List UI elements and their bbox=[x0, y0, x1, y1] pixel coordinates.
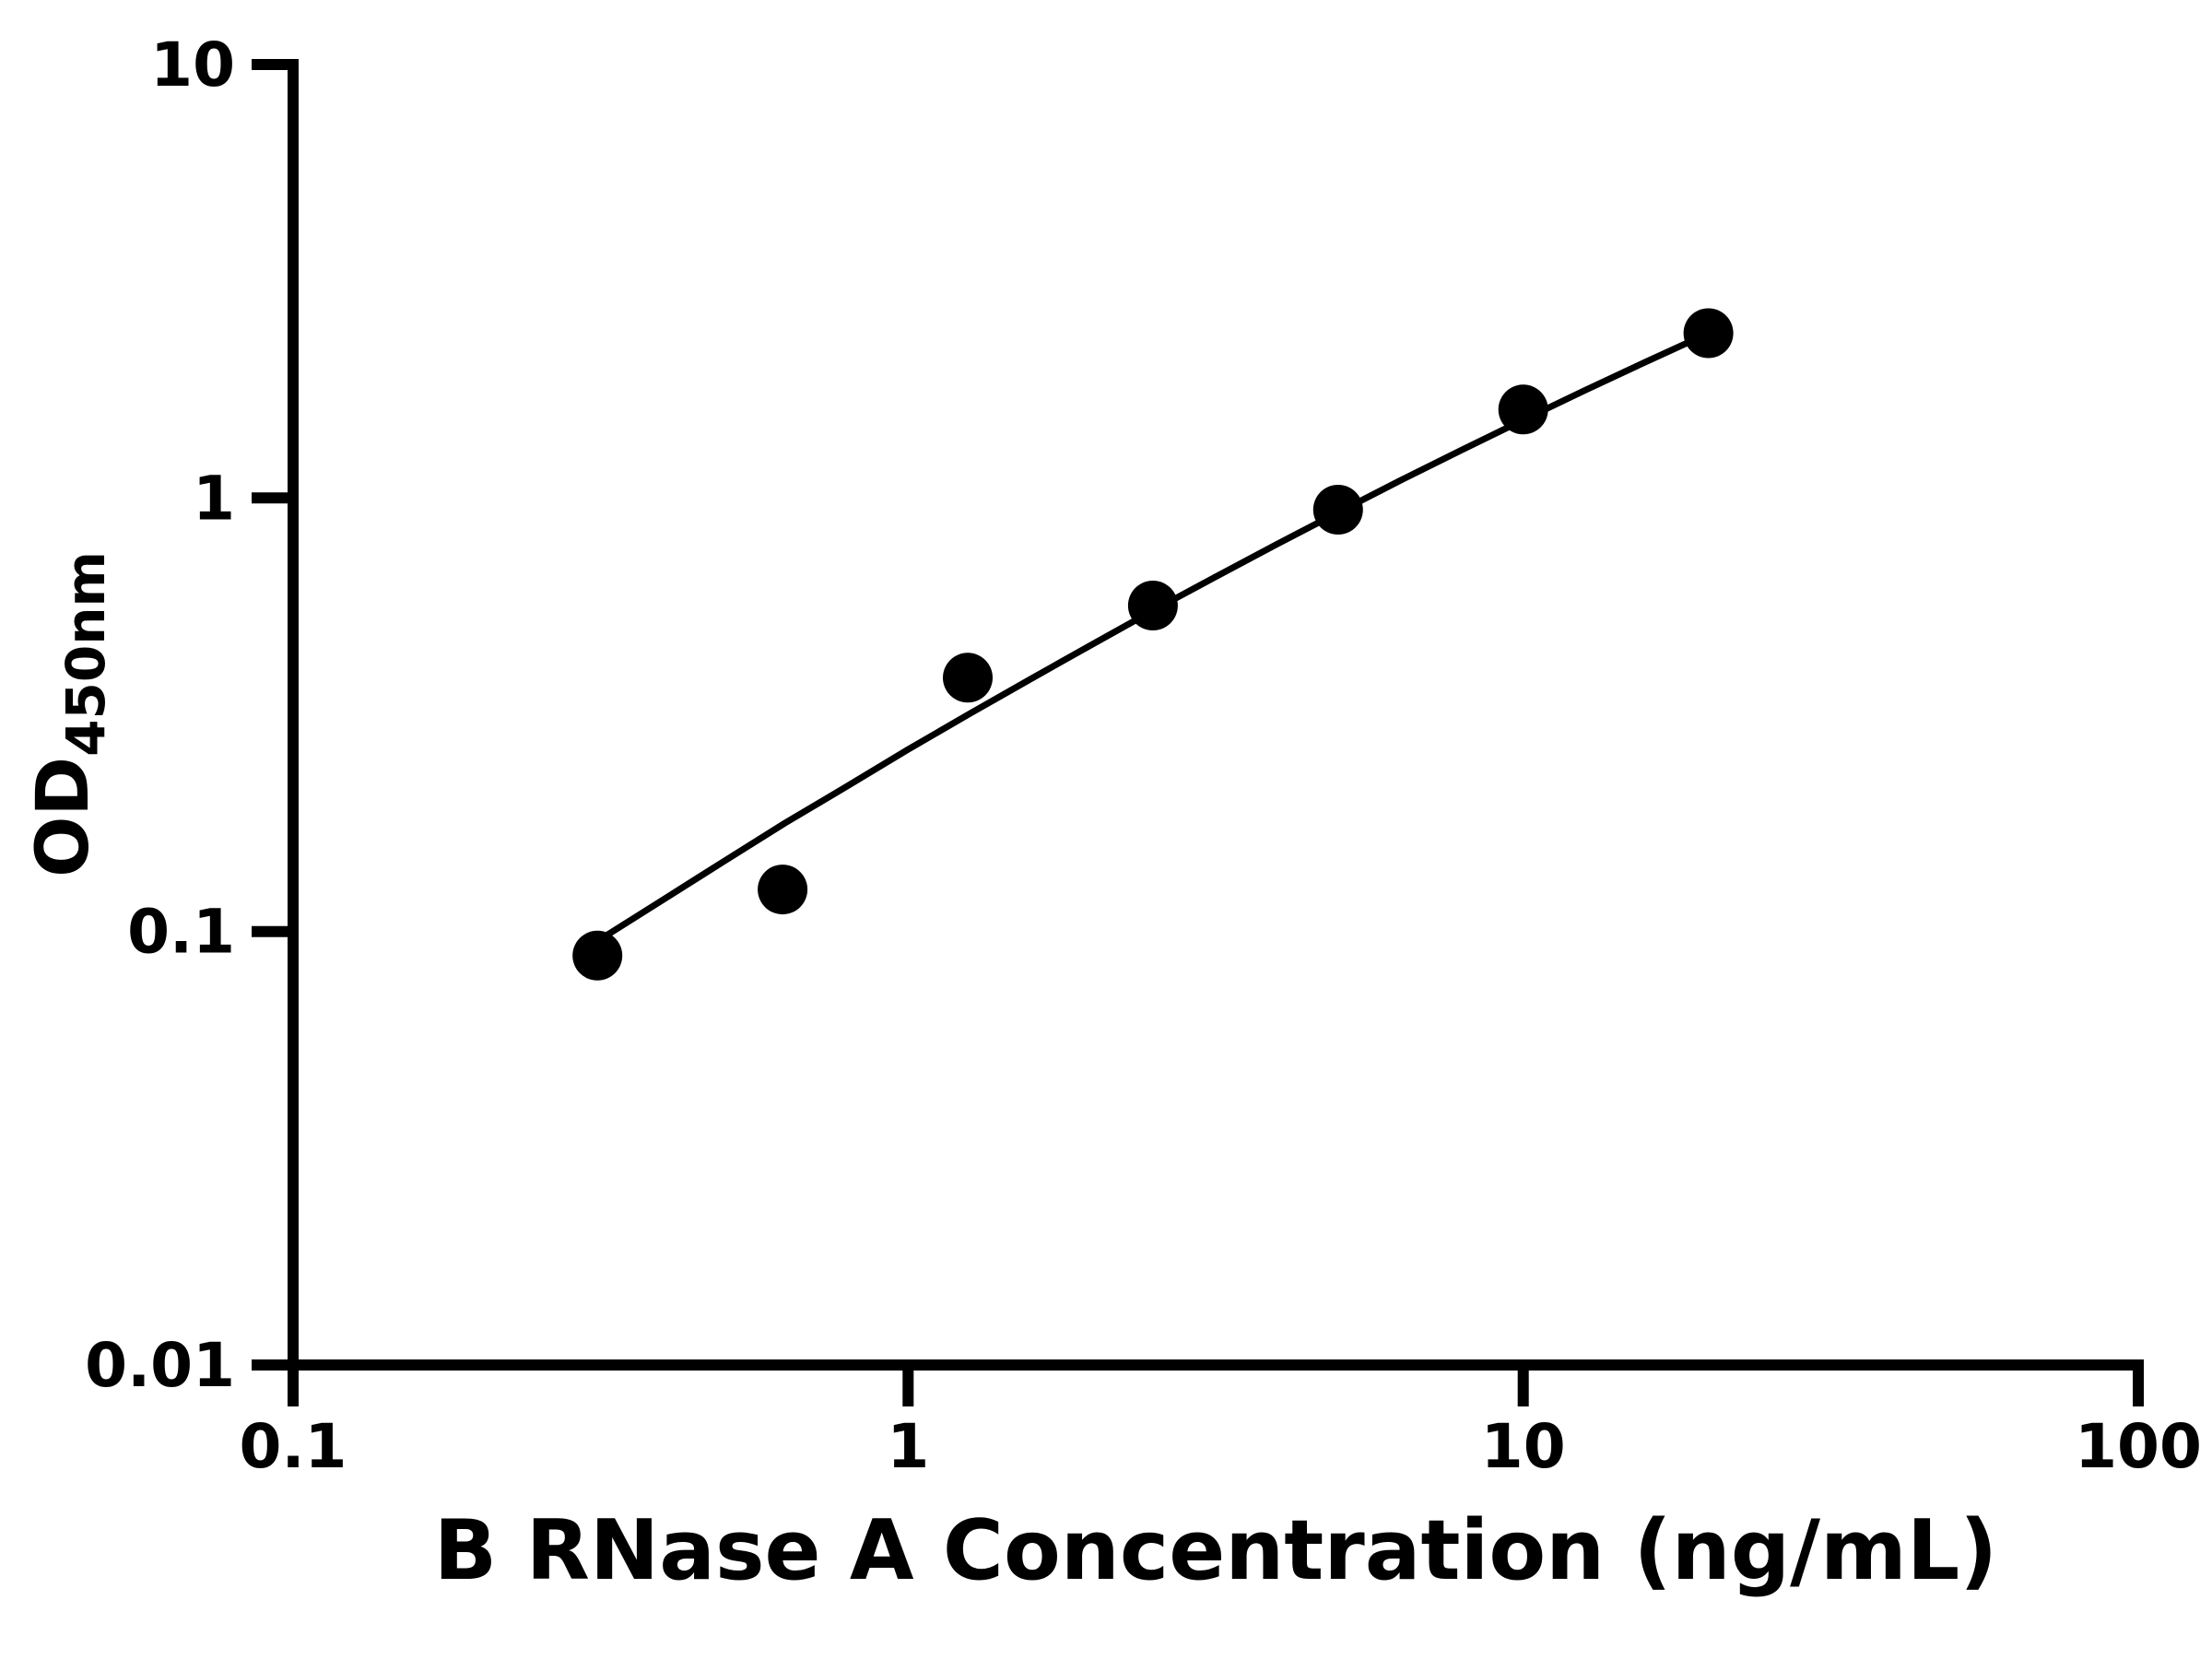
x-axis-title: B RNase A Concentration (ng/mL) bbox=[434, 1502, 1998, 1599]
y-axis-title: OD450nm bbox=[22, 551, 117, 877]
data-point bbox=[758, 865, 808, 915]
data-point bbox=[943, 653, 993, 703]
y-axis-tick-label: 0.01 bbox=[85, 1330, 235, 1401]
x-axis-tick-label: 10 bbox=[1481, 1411, 1566, 1482]
y-axis-tick-label: 0.1 bbox=[127, 897, 235, 968]
data-point bbox=[572, 930, 623, 981]
axes-frame bbox=[288, 59, 2144, 1371]
data-point bbox=[1127, 581, 1178, 630]
data-point bbox=[1683, 308, 1734, 359]
data-point bbox=[1498, 384, 1548, 435]
y-axis-title-sub: 450nm bbox=[54, 551, 117, 757]
x-axis-tick-label: 100 bbox=[2075, 1411, 2202, 1482]
data-point bbox=[1312, 485, 1363, 535]
y-axis-tick-label: 10 bbox=[150, 29, 235, 100]
y-axis-tick-label: 1 bbox=[193, 463, 235, 534]
x-axis-tick-label: 0.1 bbox=[240, 1411, 347, 1482]
x-axis-tick-label: 1 bbox=[887, 1411, 929, 1482]
y-axis-title-main: OD bbox=[22, 757, 105, 877]
